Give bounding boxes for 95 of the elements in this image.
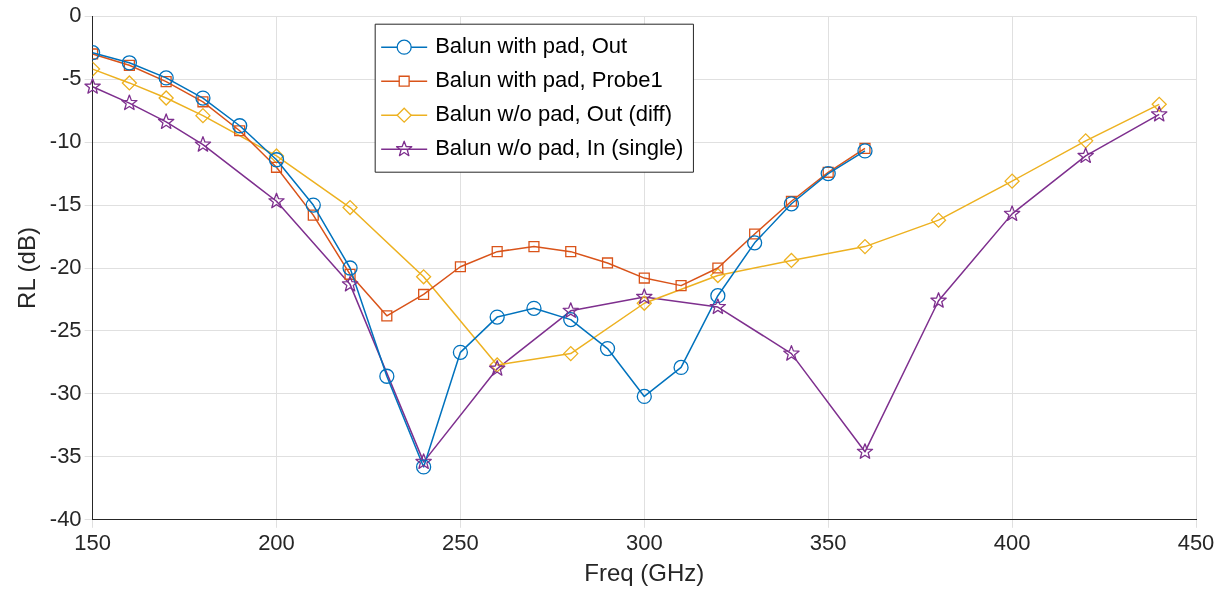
y-tick-label: -20 bbox=[49, 254, 82, 280]
point bbox=[84, 78, 101, 94]
point bbox=[785, 195, 798, 207]
point bbox=[859, 142, 871, 154]
x-axis-title: Freq (GHz) bbox=[584, 559, 705, 587]
point bbox=[342, 260, 358, 276]
point bbox=[528, 241, 540, 253]
point bbox=[158, 70, 174, 86]
point bbox=[1077, 147, 1094, 164]
point bbox=[783, 252, 800, 269]
x-tick-label: 250 bbox=[442, 530, 479, 556]
legend-label: Balun w/o pad, In (single) bbox=[435, 135, 684, 161]
point bbox=[234, 125, 246, 137]
point bbox=[783, 344, 800, 361]
y-axis-title: RL (dB) bbox=[13, 227, 41, 309]
point bbox=[195, 108, 211, 124]
point bbox=[562, 302, 579, 318]
point bbox=[709, 298, 727, 315]
y-tick-label: -10 bbox=[49, 128, 82, 154]
point bbox=[121, 55, 138, 71]
point bbox=[270, 161, 283, 173]
point bbox=[268, 192, 285, 209]
point bbox=[491, 246, 503, 258]
point bbox=[638, 272, 650, 284]
point bbox=[1003, 205, 1021, 221]
point bbox=[418, 288, 430, 301]
point bbox=[526, 300, 542, 316]
point bbox=[857, 143, 873, 159]
point bbox=[746, 235, 763, 251]
point bbox=[675, 280, 687, 292]
point bbox=[452, 344, 469, 360]
point bbox=[565, 246, 577, 258]
point bbox=[710, 267, 726, 284]
point bbox=[305, 197, 321, 213]
point bbox=[123, 59, 135, 71]
point bbox=[415, 269, 432, 285]
y-tick-label: -30 bbox=[49, 379, 82, 405]
point bbox=[712, 262, 724, 274]
point bbox=[822, 166, 834, 178]
point bbox=[415, 459, 432, 475]
legend-label: Balun w/o pad, Out (diff) bbox=[435, 101, 673, 127]
point bbox=[636, 295, 652, 311]
point bbox=[857, 238, 873, 255]
point bbox=[195, 90, 211, 106]
point bbox=[636, 388, 652, 405]
point bbox=[454, 261, 466, 273]
point bbox=[341, 275, 359, 292]
y-tick-label: -15 bbox=[49, 191, 82, 217]
x-tick-label: 450 bbox=[1177, 530, 1215, 556]
point bbox=[563, 345, 579, 362]
point bbox=[197, 96, 209, 108]
y-tick-label: 0 bbox=[69, 2, 82, 28]
legend-label: Balun with pad, Out bbox=[435, 33, 628, 59]
x-tick-label: 300 bbox=[625, 530, 663, 556]
point bbox=[820, 165, 836, 182]
x-tick-label: 350 bbox=[809, 530, 847, 556]
point bbox=[749, 228, 761, 240]
x-tick-label: 400 bbox=[993, 530, 1031, 556]
point bbox=[379, 368, 395, 384]
legend-label: Balun with pad, Probe1 bbox=[435, 67, 663, 93]
point bbox=[930, 292, 947, 308]
point bbox=[710, 288, 726, 304]
y-tick-label: -35 bbox=[49, 442, 82, 468]
point bbox=[344, 268, 356, 280]
x-tick-label: 150 bbox=[74, 530, 111, 556]
point bbox=[160, 76, 172, 88]
point bbox=[381, 310, 393, 322]
point bbox=[415, 453, 432, 470]
point bbox=[930, 212, 947, 228]
point bbox=[783, 196, 800, 212]
point bbox=[157, 113, 175, 130]
point bbox=[599, 340, 616, 357]
point bbox=[1078, 133, 1094, 149]
point bbox=[1150, 105, 1168, 122]
point bbox=[636, 288, 653, 305]
point bbox=[158, 90, 174, 106]
point bbox=[194, 135, 212, 152]
point bbox=[563, 311, 579, 328]
point bbox=[121, 94, 138, 111]
point bbox=[673, 359, 689, 376]
x-tick-label: 200 bbox=[258, 530, 295, 556]
point bbox=[856, 443, 874, 459]
y-tick-label: -5 bbox=[62, 65, 82, 91]
point bbox=[268, 152, 285, 168]
point bbox=[121, 75, 138, 91]
point bbox=[601, 257, 614, 269]
point bbox=[268, 148, 285, 164]
y-tick-label: -25 bbox=[49, 317, 82, 343]
y-tick-label: -40 bbox=[49, 505, 82, 531]
point bbox=[342, 199, 358, 216]
point bbox=[1151, 96, 1167, 112]
point bbox=[232, 118, 248, 134]
point bbox=[1004, 173, 1020, 189]
point bbox=[489, 309, 505, 325]
point bbox=[307, 209, 319, 221]
